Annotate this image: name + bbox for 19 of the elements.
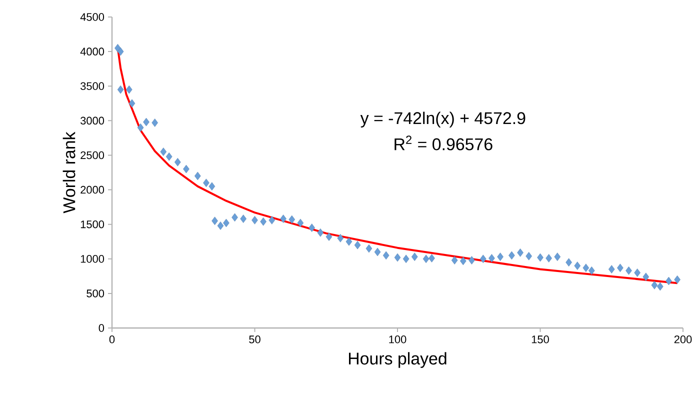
y-tick-label: 500: [86, 290, 104, 298]
y-tick-label: 2500: [80, 151, 104, 160]
x-tick-label: 0: [109, 336, 115, 344]
y-axis-title: World rank: [62, 132, 76, 214]
y-tick-label: 0: [98, 324, 104, 332]
y-tick-label: 4500: [80, 13, 104, 21]
y-tick-label: 3500: [80, 82, 104, 90]
x-tick-label: 200: [674, 336, 692, 344]
x-axis-title: Hours played: [349, 352, 446, 368]
y-tick-label: 4000: [80, 48, 104, 56]
annotation: y = -742ln(x) + 4572.9: [360, 112, 526, 128]
y-tick-label: 1000: [80, 255, 104, 263]
y-tick-label: 1500: [80, 220, 104, 228]
y-tick-label: 2000: [80, 186, 104, 194]
y-tick-label: 3000: [80, 116, 104, 125]
x-tick-label: 100: [389, 336, 406, 344]
x-tick-label: 50: [249, 336, 260, 344]
annotation: R$^{2}$ = 0.96576: [394, 136, 492, 150]
x-tick-label: 150: [532, 336, 549, 344]
